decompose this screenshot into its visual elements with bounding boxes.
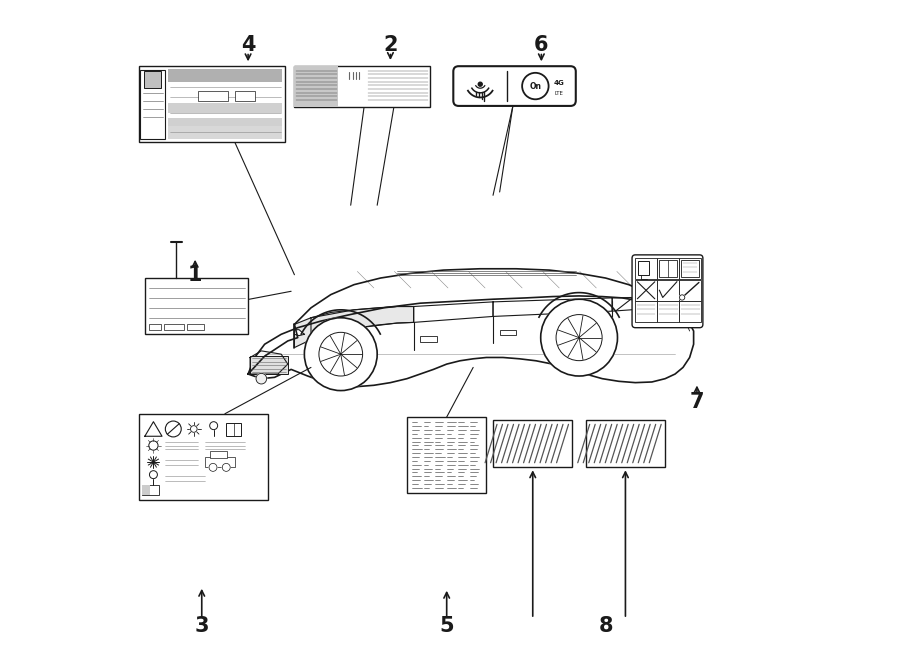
Bar	[168, 118, 282, 128]
Bar	[657, 258, 679, 279]
Circle shape	[304, 318, 377, 391]
Polygon shape	[294, 307, 414, 348]
Bar	[638, 261, 649, 275]
Bar	[226, 423, 241, 436]
Circle shape	[478, 82, 482, 86]
Polygon shape	[248, 296, 694, 387]
Bar	[680, 280, 701, 301]
Polygon shape	[145, 422, 162, 436]
Bar	[139, 66, 284, 142]
Text: On: On	[529, 82, 542, 91]
Circle shape	[319, 332, 363, 376]
Bar	[294, 66, 338, 107]
Bar	[680, 258, 701, 279]
Bar	[168, 103, 282, 113]
Bar	[140, 70, 166, 139]
Bar	[657, 280, 679, 301]
Circle shape	[209, 463, 217, 471]
Bar	[198, 91, 229, 101]
Circle shape	[148, 441, 158, 450]
Bar	[407, 417, 486, 493]
Circle shape	[541, 299, 617, 376]
Bar	[680, 260, 699, 277]
Text: 8: 8	[598, 616, 613, 636]
Circle shape	[256, 373, 266, 384]
Bar	[500, 330, 517, 335]
Bar	[635, 258, 657, 279]
Bar	[250, 356, 288, 374]
Bar	[235, 91, 255, 101]
Bar	[146, 278, 248, 334]
FancyBboxPatch shape	[454, 66, 576, 106]
Bar	[211, 451, 227, 458]
Bar	[493, 420, 572, 467]
Text: 2: 2	[383, 35, 398, 55]
Circle shape	[222, 463, 230, 471]
Text: 1: 1	[188, 265, 202, 285]
Bar	[139, 414, 268, 500]
Bar	[660, 260, 677, 277]
Bar	[187, 324, 203, 330]
Polygon shape	[612, 297, 679, 311]
Bar	[142, 485, 158, 495]
Bar	[168, 126, 282, 139]
Bar	[168, 69, 282, 82]
Bar	[635, 301, 657, 322]
Bar	[164, 324, 184, 330]
Polygon shape	[414, 302, 493, 322]
Bar	[142, 485, 150, 495]
Polygon shape	[250, 351, 288, 374]
Circle shape	[210, 422, 218, 430]
Bar	[205, 457, 235, 467]
Circle shape	[166, 421, 181, 437]
Bar	[294, 66, 430, 107]
Polygon shape	[294, 330, 304, 336]
Polygon shape	[346, 77, 362, 101]
Text: 4G: 4G	[554, 80, 564, 86]
Bar	[586, 420, 665, 467]
Text: 4: 4	[241, 35, 256, 55]
Bar	[680, 301, 701, 322]
Polygon shape	[493, 298, 612, 316]
Bar	[144, 71, 161, 88]
Circle shape	[522, 73, 549, 99]
Bar	[635, 280, 657, 301]
Circle shape	[680, 295, 685, 300]
Text: 5: 5	[439, 616, 454, 636]
Text: 3: 3	[194, 616, 209, 636]
Bar	[657, 301, 679, 322]
Polygon shape	[311, 307, 414, 340]
Text: LTE: LTE	[554, 91, 563, 96]
Circle shape	[556, 314, 602, 361]
Text: 6: 6	[534, 35, 549, 55]
FancyBboxPatch shape	[632, 255, 703, 328]
Text: 7: 7	[689, 393, 704, 412]
Bar	[148, 324, 161, 330]
Circle shape	[191, 426, 197, 432]
Circle shape	[149, 471, 158, 479]
Bar	[420, 336, 436, 342]
